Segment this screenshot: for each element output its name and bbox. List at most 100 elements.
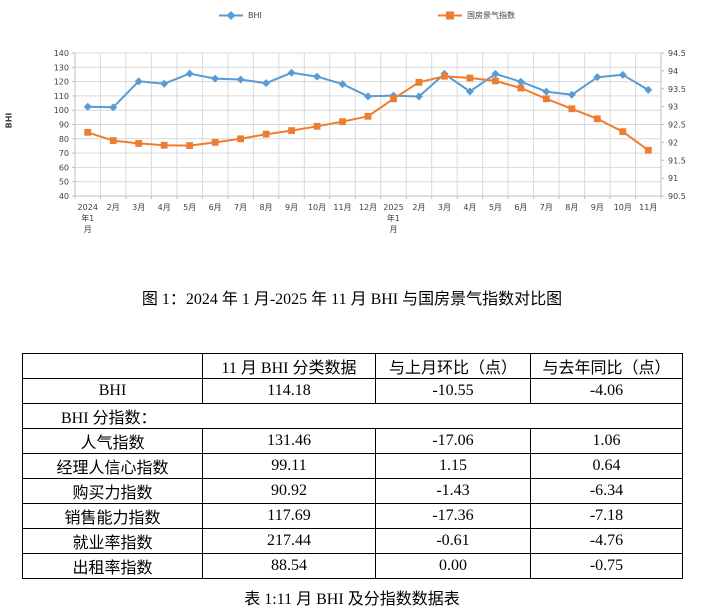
- svg-text:94.5: 94.5: [668, 49, 686, 58]
- svg-text:130: 130: [54, 63, 69, 72]
- cell-value: 117.69: [202, 503, 376, 529]
- legend-label-guofang: 国房景气指数: [467, 11, 515, 20]
- svg-text:91: 91: [668, 174, 678, 183]
- svg-text:10月: 10月: [614, 203, 632, 212]
- table-caption: 表 1:11 月 BHI 及分指数数据表: [244, 591, 460, 608]
- header-cell-category: 11 月 BHI 分类数据: [202, 353, 376, 379]
- cell-value: 90.92: [202, 478, 376, 504]
- header-cell-mom: 与上月环比（点）: [375, 353, 531, 379]
- cell-yoy: -0.75: [530, 553, 683, 579]
- row-label: 购买力指数: [22, 478, 203, 504]
- table-row-bhi: BHI 114.18 -10.55 -4.06: [22, 378, 683, 404]
- svg-text:5月: 5月: [183, 203, 196, 212]
- svg-text:50: 50: [59, 178, 69, 187]
- svg-text:11月: 11月: [333, 203, 351, 212]
- table-row-xiaoshou: 销售能力指数 117.69 -17.36 -7.18: [22, 503, 683, 529]
- svg-text:年1: 年1: [81, 213, 94, 223]
- svg-text:6月: 6月: [209, 203, 222, 212]
- svg-text:93: 93: [668, 103, 678, 112]
- svg-text:7月: 7月: [540, 203, 553, 212]
- cell-value: 217.44: [202, 528, 376, 554]
- cell-mom: 0.00: [375, 553, 531, 579]
- svg-text:月: 月: [389, 225, 397, 234]
- section-label: BHI 分指数：: [22, 403, 683, 429]
- svg-text:120: 120: [54, 78, 69, 87]
- svg-text:60: 60: [59, 163, 69, 172]
- cell-yoy: -7.18: [530, 503, 683, 529]
- bhi-data-table: 11 月 BHI 分类数据 与上月环比（点） 与去年同比（点） BHI 114.…: [22, 353, 683, 579]
- svg-text:月: 月: [84, 225, 92, 234]
- table-header-row: 11 月 BHI 分类数据 与上月环比（点） 与去年同比（点）: [22, 353, 683, 379]
- svg-text:4月: 4月: [463, 203, 476, 212]
- cell-value: 99.11: [202, 453, 376, 479]
- svg-text:80: 80: [59, 135, 69, 144]
- figure-caption: 图 1：2024 年 1 月-2025 年 11 月 BHI 与国房景气指数对比…: [141, 291, 563, 308]
- cell-value: 131.46: [202, 428, 376, 454]
- svg-text:92.5: 92.5: [668, 121, 686, 130]
- row-label: 销售能力指数: [22, 503, 203, 529]
- cell-yoy: 0.64: [530, 453, 683, 479]
- legend-item-guofang: 国房景气指数: [437, 10, 515, 21]
- svg-text:9月: 9月: [285, 203, 298, 212]
- cell-yoy: 1.06: [530, 428, 683, 454]
- svg-text:91.5: 91.5: [668, 156, 686, 165]
- legend-label-bhi: BHI: [248, 11, 262, 20]
- svg-text:3月: 3月: [132, 203, 145, 212]
- svg-text:8月: 8月: [565, 203, 578, 212]
- bhi-line-chart: 140 130 120 110 100 90 80 70 60 50 40 94.5 94 93.5 93 9…: [54, 49, 686, 234]
- svg-text:40: 40: [59, 192, 69, 201]
- row-label: 就业率指数: [22, 528, 203, 554]
- row-label: 人气指数: [22, 428, 203, 454]
- svg-text:100: 100: [54, 106, 69, 115]
- cell-mom: -17.36: [375, 503, 531, 529]
- cell-mom: -10.55: [375, 378, 531, 404]
- legend-item-bhi: BHI: [218, 10, 262, 21]
- svg-text:11月: 11月: [639, 203, 657, 212]
- svg-text:5月: 5月: [489, 203, 502, 212]
- svg-text:2月: 2月: [107, 203, 120, 212]
- svg-text:7月: 7月: [234, 203, 247, 212]
- cell-mom: -1.43: [375, 478, 531, 504]
- svg-text:92: 92: [668, 138, 678, 147]
- svg-text:140: 140: [54, 49, 69, 58]
- svg-text:8月: 8月: [260, 203, 273, 212]
- bhi-line-diamond-icon: [219, 11, 243, 20]
- svg-text:4月: 4月: [158, 203, 171, 212]
- svg-text:2024: 2024: [78, 203, 98, 212]
- row-label: 出租率指数: [22, 553, 203, 579]
- table-row-goumaili: 购买力指数 90.92 -1.43 -6.34: [22, 478, 683, 504]
- svg-text:6月: 6月: [514, 203, 527, 212]
- table-row-jiuye: 就业率指数 217.44 -0.61 -4.76: [22, 528, 683, 554]
- cell-yoy: -6.34: [530, 478, 683, 504]
- table-row-renqi: 人气指数 131.46 -17.06 1.06: [22, 428, 683, 454]
- svg-text:70: 70: [59, 149, 69, 158]
- guofang-line-square-icon: [438, 11, 462, 20]
- svg-text:12月: 12月: [359, 203, 377, 212]
- cell-value: 88.54: [202, 553, 376, 579]
- header-cell-yoy: 与去年同比（点）: [530, 353, 683, 379]
- bhi-comparison-figure: BHI 国房景气指数 BHI 140 130 120 110 100 90 80 70 60 50…: [0, 0, 704, 255]
- svg-text:90: 90: [59, 121, 69, 130]
- svg-text:93.5: 93.5: [668, 85, 686, 94]
- cell-mom: -0.61: [375, 528, 531, 554]
- row-label: BHI: [22, 378, 203, 404]
- cell-value: 114.18: [202, 378, 376, 404]
- svg-text:90.5: 90.5: [668, 192, 686, 201]
- table-row-chuzu: 出租率指数 88.54 0.00 -0.75: [22, 553, 683, 579]
- svg-text:2025: 2025: [383, 203, 403, 212]
- table-row-jingliren: 经理人信心指数 99.11 1.15 0.64: [22, 453, 683, 479]
- header-cell-blank: [22, 353, 203, 379]
- svg-text:94: 94: [668, 67, 678, 76]
- svg-text:9月: 9月: [591, 203, 604, 212]
- cell-yoy: -4.76: [530, 528, 683, 554]
- svg-text:年1: 年1: [387, 213, 400, 223]
- cell-mom: 1.15: [375, 453, 531, 479]
- row-label: 经理人信心指数: [22, 453, 203, 479]
- cell-mom: -17.06: [375, 428, 531, 454]
- cell-yoy: -4.06: [530, 378, 683, 404]
- table-section-row: BHI 分指数：: [22, 403, 683, 429]
- svg-text:3月: 3月: [438, 203, 451, 212]
- svg-text:110: 110: [54, 92, 69, 101]
- svg-text:2月: 2月: [412, 203, 425, 212]
